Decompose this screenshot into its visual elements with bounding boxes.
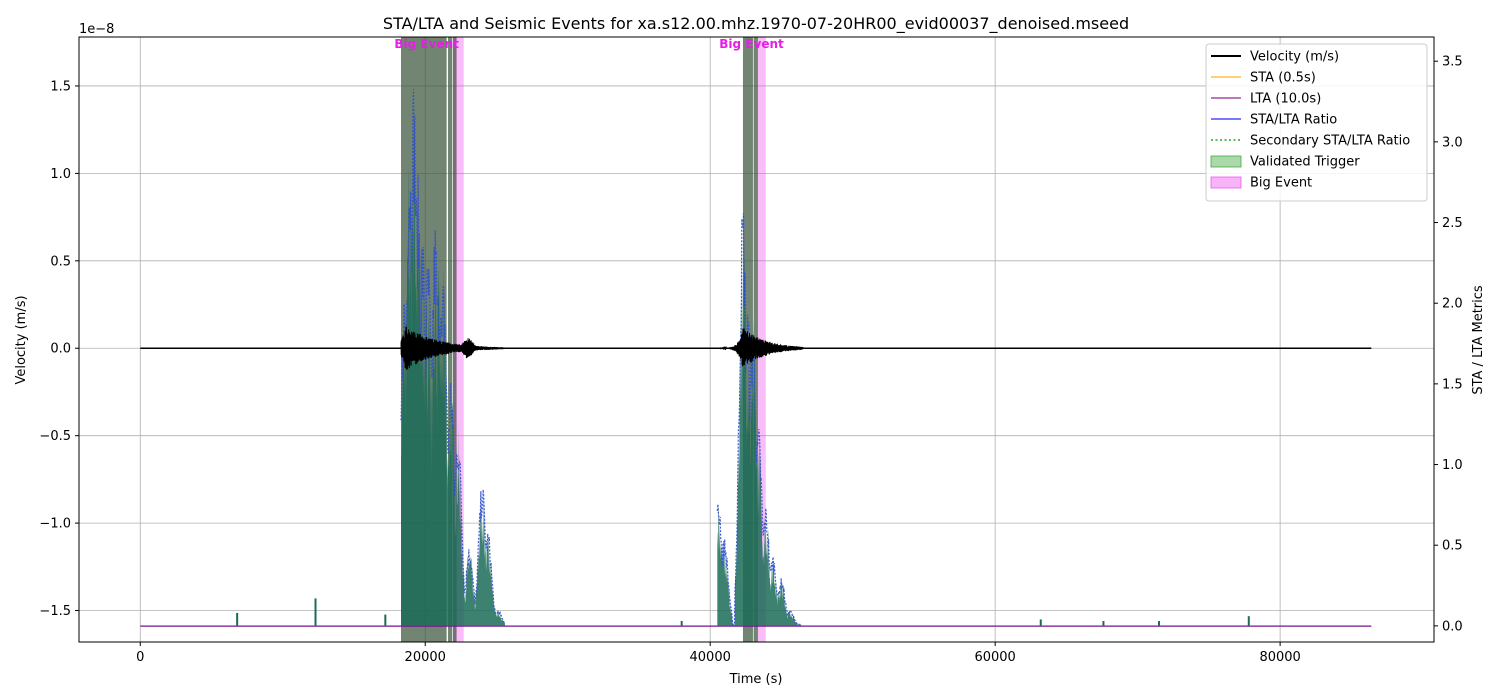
y-left-axis-label: Velocity (m/s) (14, 295, 29, 384)
validated-trigger-overlay (448, 37, 453, 642)
legend-label: STA (0.5s) (1250, 71, 1316, 86)
y-right-tick-label: 0.0 (1442, 619, 1463, 634)
velocity-burst (751, 339, 772, 357)
legend-label: Validated Trigger (1250, 155, 1360, 170)
y-right-axis-label: STA / LTA Metrics (1471, 285, 1486, 395)
legend-box (1205, 43, 1428, 202)
x-tick-label: 40000 (690, 650, 731, 665)
y-right-tick-label: 3.5 (1442, 55, 1463, 70)
y-right-tick-label: 0.5 (1442, 539, 1463, 554)
chart-title: STA/LTA and Seismic Events for xa.s12.00… (383, 14, 1129, 34)
x-tick-label: 80000 (1259, 650, 1300, 665)
y-right-tick-label: 1.5 (1442, 377, 1463, 392)
y-left-offset-label: 1e−8 (79, 22, 114, 37)
big-event-span (757, 37, 766, 642)
sta-lta-ratio-fill (717, 231, 802, 626)
y-right-tick-label: 2.5 (1442, 216, 1463, 231)
secondary-ratio-line (716, 213, 802, 626)
y-left-tick-label: −0.5 (39, 429, 71, 444)
legend-swatch (1210, 155, 1242, 168)
velocity-burst (454, 338, 482, 359)
legend-label: Velocity (m/s) (1250, 50, 1339, 65)
y-left-tick-label: 0.0 (50, 342, 71, 357)
legend: Velocity (m/s) STA (0.5s) LTA (10.0s) STA/L… (1205, 43, 1428, 202)
big-event-label: Big Event (394, 37, 459, 51)
plot-frame (78, 36, 1435, 643)
legend-label: LTA (10.0s) (1250, 92, 1321, 107)
validated-trigger-overlay (453, 37, 457, 642)
y-left-tick-label: 1.5 (50, 79, 71, 94)
x-tick-label: 0 (136, 650, 144, 665)
y-left-tick-label: −1.0 (39, 517, 71, 532)
y-right-tick-label: 2.0 (1442, 297, 1463, 312)
legend-label: STA/LTA Ratio (1250, 113, 1337, 128)
legend-swatch (1210, 176, 1242, 189)
y-right-tick-label: 3.0 (1442, 135, 1463, 150)
big-event-span (453, 37, 464, 642)
x-axis-label: Time (s) (729, 672, 783, 687)
velocity-burst (400, 326, 505, 370)
legend-label: Secondary STA/LTA Ratio (1250, 134, 1410, 149)
velocity-burst (718, 328, 804, 367)
y-left-tick-label: 1.0 (50, 167, 71, 182)
x-tick-label: 60000 (974, 650, 1015, 665)
axes: 0 20000 40000 60000 80000 1.5 1.0 0.5 0.0 −0.5 −1.… (39, 55, 1462, 665)
x-tick-label: 20000 (405, 650, 446, 665)
big-event-label: Big Event (719, 37, 784, 51)
data-series: Big Event Big Event (140, 37, 1372, 627)
y-left-tick-label: −1.5 (39, 604, 71, 619)
sta-lta-ratio-fill (401, 97, 506, 626)
legend-label: Big Event (1250, 176, 1312, 191)
y-right-tick-label: 1.0 (1442, 458, 1463, 473)
secondary-ratio-line (400, 88, 506, 624)
y-left-tick-label: 0.5 (50, 254, 71, 269)
